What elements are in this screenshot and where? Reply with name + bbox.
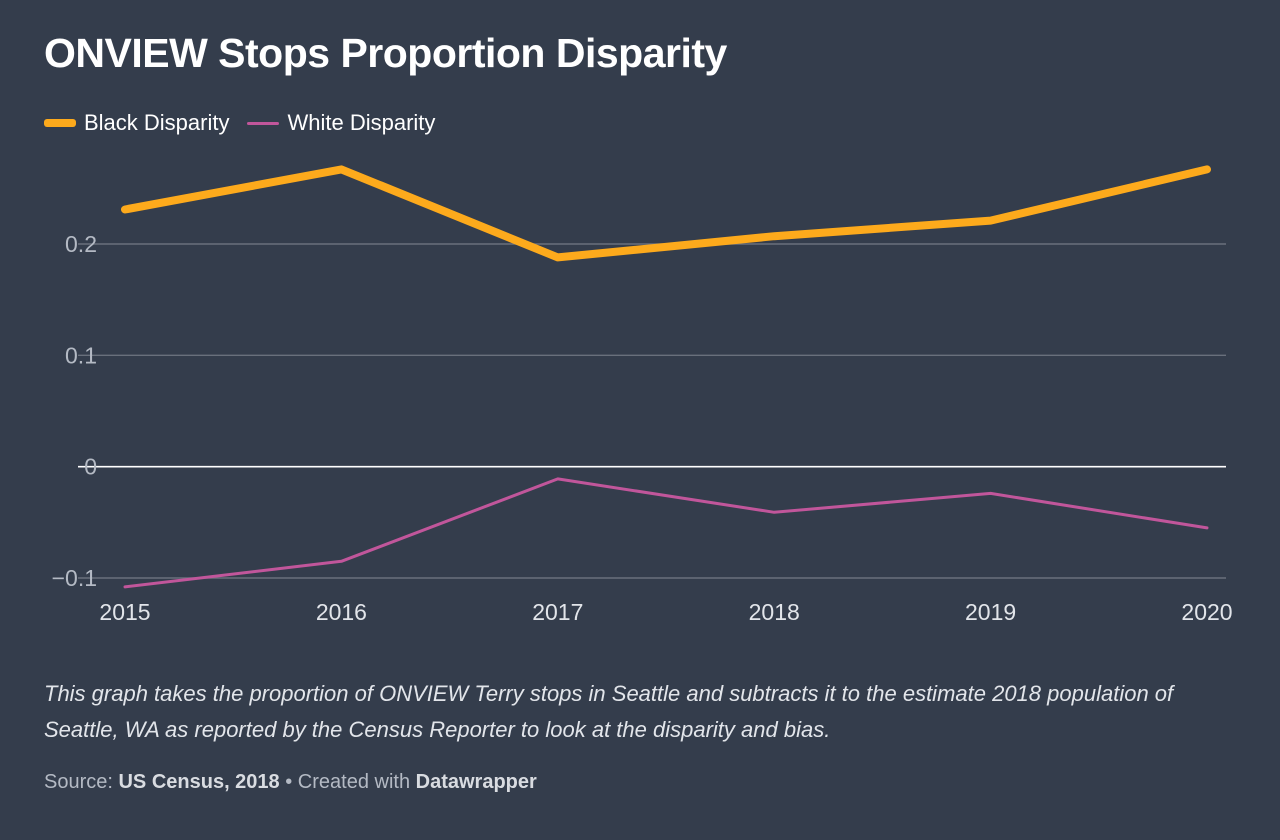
legend-swatch-white-disparity — [247, 121, 280, 125]
y-tick-label: 0 — [84, 454, 97, 480]
x-tick-label: 2018 — [749, 599, 800, 625]
x-tick-label: 2016 — [316, 599, 367, 625]
source-name: US Census, 2018 — [118, 771, 280, 793]
x-tick-label: 2020 — [1181, 599, 1232, 625]
legend-label-white-disparity: White Disparity — [287, 110, 436, 135]
series-lines — [121, 165, 1211, 589]
y-tick-label: 0.1 — [65, 342, 97, 368]
chart-legend: Black Disparity White Disparity — [44, 110, 435, 136]
series-line-black-disparity — [121, 165, 1211, 262]
y-tick-label: 0.2 — [65, 231, 97, 257]
y-tick-label: −0.1 — [52, 565, 97, 591]
footer-separator: • Created with — [279, 771, 416, 793]
legend-label-black-disparity: Black Disparity — [84, 110, 230, 135]
chart-note: This graph takes the proportion of ONVIE… — [44, 681, 1174, 742]
legend-item-white-disparity: White Disparity — [247, 110, 435, 136]
x-tick-label: 2017 — [532, 599, 583, 625]
x-tick-label: 2019 — [965, 599, 1016, 625]
legend-item-black-disparity: Black Disparity — [44, 110, 229, 136]
datawrapper-credit: Datawrapper — [415, 771, 537, 793]
chart-footer: Source: US Census, 2018 • Created with D… — [44, 771, 537, 794]
line-chart: 0.2 0.1 0 −0.1 2015 2016 2017 2018 2019 2020 — [52, 165, 1233, 625]
x-axis-ticks: 2015 2016 2017 2018 2019 2020 — [99, 599, 1232, 625]
series-line-white-disparity — [123, 477, 1209, 589]
chart-title: ONVIEW Stops Proportion Disparity — [44, 30, 727, 76]
x-tick-label: 2015 — [99, 599, 150, 625]
legend-swatch-black-disparity — [44, 119, 76, 127]
y-axis-ticks: 0.2 0.1 0 −0.1 — [52, 231, 97, 591]
gridlines — [78, 243, 1226, 579]
source-prefix: Source: — [44, 771, 119, 793]
